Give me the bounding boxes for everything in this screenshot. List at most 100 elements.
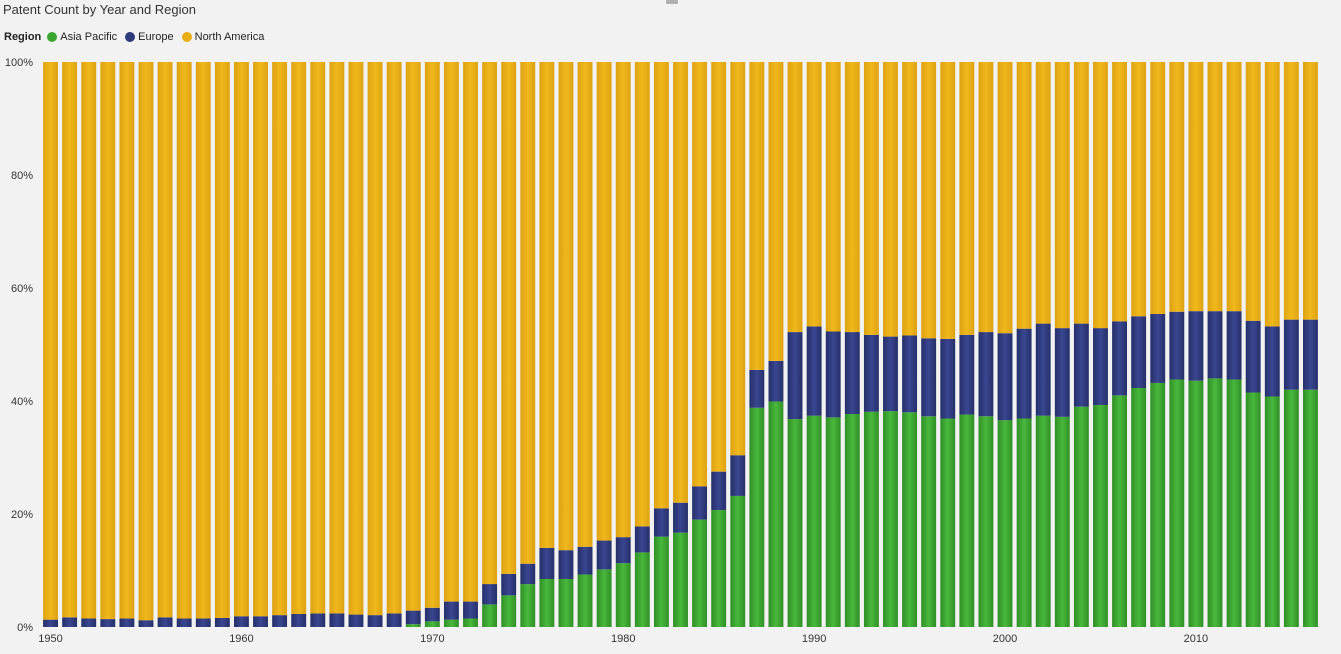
- bar-asia-pacific-1983[interactable]: [673, 532, 688, 627]
- bar-north-america-1971[interactable]: [443, 62, 459, 602]
- bar-asia-pacific-1991[interactable]: [825, 417, 841, 627]
- bar-north-america-1954[interactable]: [119, 62, 135, 619]
- bar-europe-1984[interactable]: [692, 486, 708, 520]
- bar-north-america-1994[interactable]: [883, 62, 898, 337]
- legend-item-asia-pacific[interactable]: Asia Pacific: [47, 31, 117, 43]
- bar-asia-pacific-1992[interactable]: [844, 414, 860, 627]
- bar-europe-2011[interactable]: [1207, 311, 1223, 379]
- bar-europe-1988[interactable]: [768, 360, 784, 402]
- bar-asia-pacific-1970[interactable]: [424, 621, 440, 627]
- bar-europe-1957[interactable]: [176, 618, 192, 627]
- bar-europe-1963[interactable]: [291, 614, 307, 627]
- bar-europe-2016[interactable]: [1303, 319, 1318, 390]
- bar-asia-pacific-1978[interactable]: [577, 574, 593, 627]
- bar-europe-1968[interactable]: [386, 613, 402, 627]
- bar-asia-pacific-1997[interactable]: [940, 418, 956, 627]
- bar-europe-1993[interactable]: [863, 334, 879, 412]
- bar-asia-pacific-2012[interactable]: [1226, 379, 1242, 627]
- bar-asia-pacific-2000[interactable]: [997, 420, 1013, 627]
- bar-north-america-1974[interactable]: [501, 62, 517, 574]
- bar-asia-pacific-1986[interactable]: [730, 495, 746, 627]
- bar-europe-1973[interactable]: [482, 584, 498, 605]
- bar-europe-1975[interactable]: [520, 563, 536, 585]
- bar-asia-pacific-2013[interactable]: [1245, 392, 1261, 627]
- bar-north-america-1959[interactable]: [214, 62, 230, 618]
- bar-north-america-2004[interactable]: [1073, 62, 1089, 324]
- bar-north-america-1992[interactable]: [844, 62, 860, 333]
- bar-asia-pacific-2007[interactable]: [1131, 388, 1147, 627]
- bar-asia-pacific-2014[interactable]: [1264, 396, 1280, 627]
- bar-north-america-2000[interactable]: [997, 62, 1013, 334]
- bar-asia-pacific-2006[interactable]: [1112, 395, 1127, 627]
- bar-europe-1996[interactable]: [921, 338, 937, 417]
- bar-europe-1986[interactable]: [730, 455, 746, 496]
- legend-item-europe[interactable]: Europe: [125, 31, 174, 43]
- bar-asia-pacific-1975[interactable]: [520, 584, 536, 627]
- bar-europe-1956[interactable]: [157, 617, 173, 627]
- bar-north-america-1956[interactable]: [157, 62, 173, 618]
- bar-asia-pacific-2001[interactable]: [1016, 418, 1032, 627]
- bar-north-america-1985[interactable]: [711, 62, 727, 472]
- bar-north-america-1973[interactable]: [482, 62, 498, 585]
- bar-asia-pacific-1969[interactable]: [405, 624, 421, 627]
- bar-europe-1964[interactable]: [310, 613, 326, 627]
- bar-europe-1983[interactable]: [673, 502, 688, 533]
- bar-europe-2007[interactable]: [1131, 316, 1147, 388]
- bar-north-america-1961[interactable]: [253, 62, 268, 617]
- bar-asia-pacific-2004[interactable]: [1073, 406, 1089, 627]
- bar-asia-pacific-1971[interactable]: [443, 619, 459, 627]
- bar-europe-2012[interactable]: [1226, 311, 1242, 380]
- bar-north-america-2015[interactable]: [1283, 62, 1299, 320]
- bar-north-america-2014[interactable]: [1264, 62, 1280, 327]
- bar-north-america-2001[interactable]: [1016, 62, 1032, 329]
- bar-europe-1954[interactable]: [119, 618, 135, 627]
- bar-asia-pacific-1995[interactable]: [902, 412, 918, 627]
- bar-asia-pacific-2010[interactable]: [1188, 380, 1204, 627]
- bar-asia-pacific-1980[interactable]: [615, 563, 631, 627]
- bar-europe-2001[interactable]: [1016, 328, 1032, 419]
- bar-north-america-1979[interactable]: [596, 62, 612, 541]
- bar-asia-pacific-2003[interactable]: [1054, 416, 1070, 627]
- bar-north-america-1960[interactable]: [234, 62, 249, 617]
- bar-asia-pacific-1982[interactable]: [653, 536, 669, 627]
- bar-europe-1997[interactable]: [940, 338, 956, 419]
- bar-north-america-2002[interactable]: [1035, 62, 1051, 324]
- bar-asia-pacific-2015[interactable]: [1283, 389, 1299, 627]
- bar-north-america-1995[interactable]: [902, 62, 918, 336]
- bar-north-america-1952[interactable]: [81, 62, 97, 619]
- bar-asia-pacific-1976[interactable]: [539, 578, 555, 627]
- bar-asia-pacific-1996[interactable]: [921, 416, 937, 627]
- bar-asia-pacific-2011[interactable]: [1207, 378, 1223, 627]
- bar-asia-pacific-1988[interactable]: [768, 401, 784, 627]
- bar-north-america-1950[interactable]: [43, 62, 58, 620]
- bar-asia-pacific-1979[interactable]: [596, 569, 612, 627]
- bar-north-america-1969[interactable]: [405, 62, 421, 611]
- bar-north-america-1957[interactable]: [176, 62, 192, 619]
- bar-north-america-1951[interactable]: [62, 62, 78, 618]
- bar-north-america-1986[interactable]: [730, 62, 746, 456]
- bar-europe-1959[interactable]: [214, 617, 230, 627]
- bar-europe-1994[interactable]: [883, 336, 898, 412]
- bar-north-america-1965[interactable]: [329, 62, 345, 614]
- bar-europe-1969[interactable]: [405, 610, 421, 625]
- bar-europe-1981[interactable]: [634, 526, 650, 553]
- bar-north-america-1978[interactable]: [577, 62, 593, 547]
- bar-asia-pacific-1973[interactable]: [482, 604, 498, 627]
- bar-north-america-2003[interactable]: [1054, 62, 1070, 329]
- bar-europe-2000[interactable]: [997, 333, 1013, 421]
- bar-north-america-1981[interactable]: [634, 62, 650, 527]
- bar-europe-1951[interactable]: [62, 617, 78, 627]
- bar-europe-1960[interactable]: [234, 616, 249, 627]
- bar-europe-1990[interactable]: [806, 326, 822, 416]
- bar-north-america-2008[interactable]: [1150, 62, 1166, 314]
- bar-asia-pacific-1989[interactable]: [787, 419, 803, 627]
- bar-europe-1991[interactable]: [825, 331, 841, 418]
- bar-north-america-1962[interactable]: [272, 62, 288, 616]
- bar-europe-1950[interactable]: [43, 619, 58, 627]
- bar-north-america-1976[interactable]: [539, 62, 555, 548]
- bar-north-america-1982[interactable]: [653, 62, 669, 509]
- bar-north-america-2011[interactable]: [1207, 62, 1223, 312]
- bar-asia-pacific-2002[interactable]: [1035, 415, 1051, 627]
- resize-handle[interactable]: [666, 0, 678, 4]
- bar-europe-1976[interactable]: [539, 547, 555, 579]
